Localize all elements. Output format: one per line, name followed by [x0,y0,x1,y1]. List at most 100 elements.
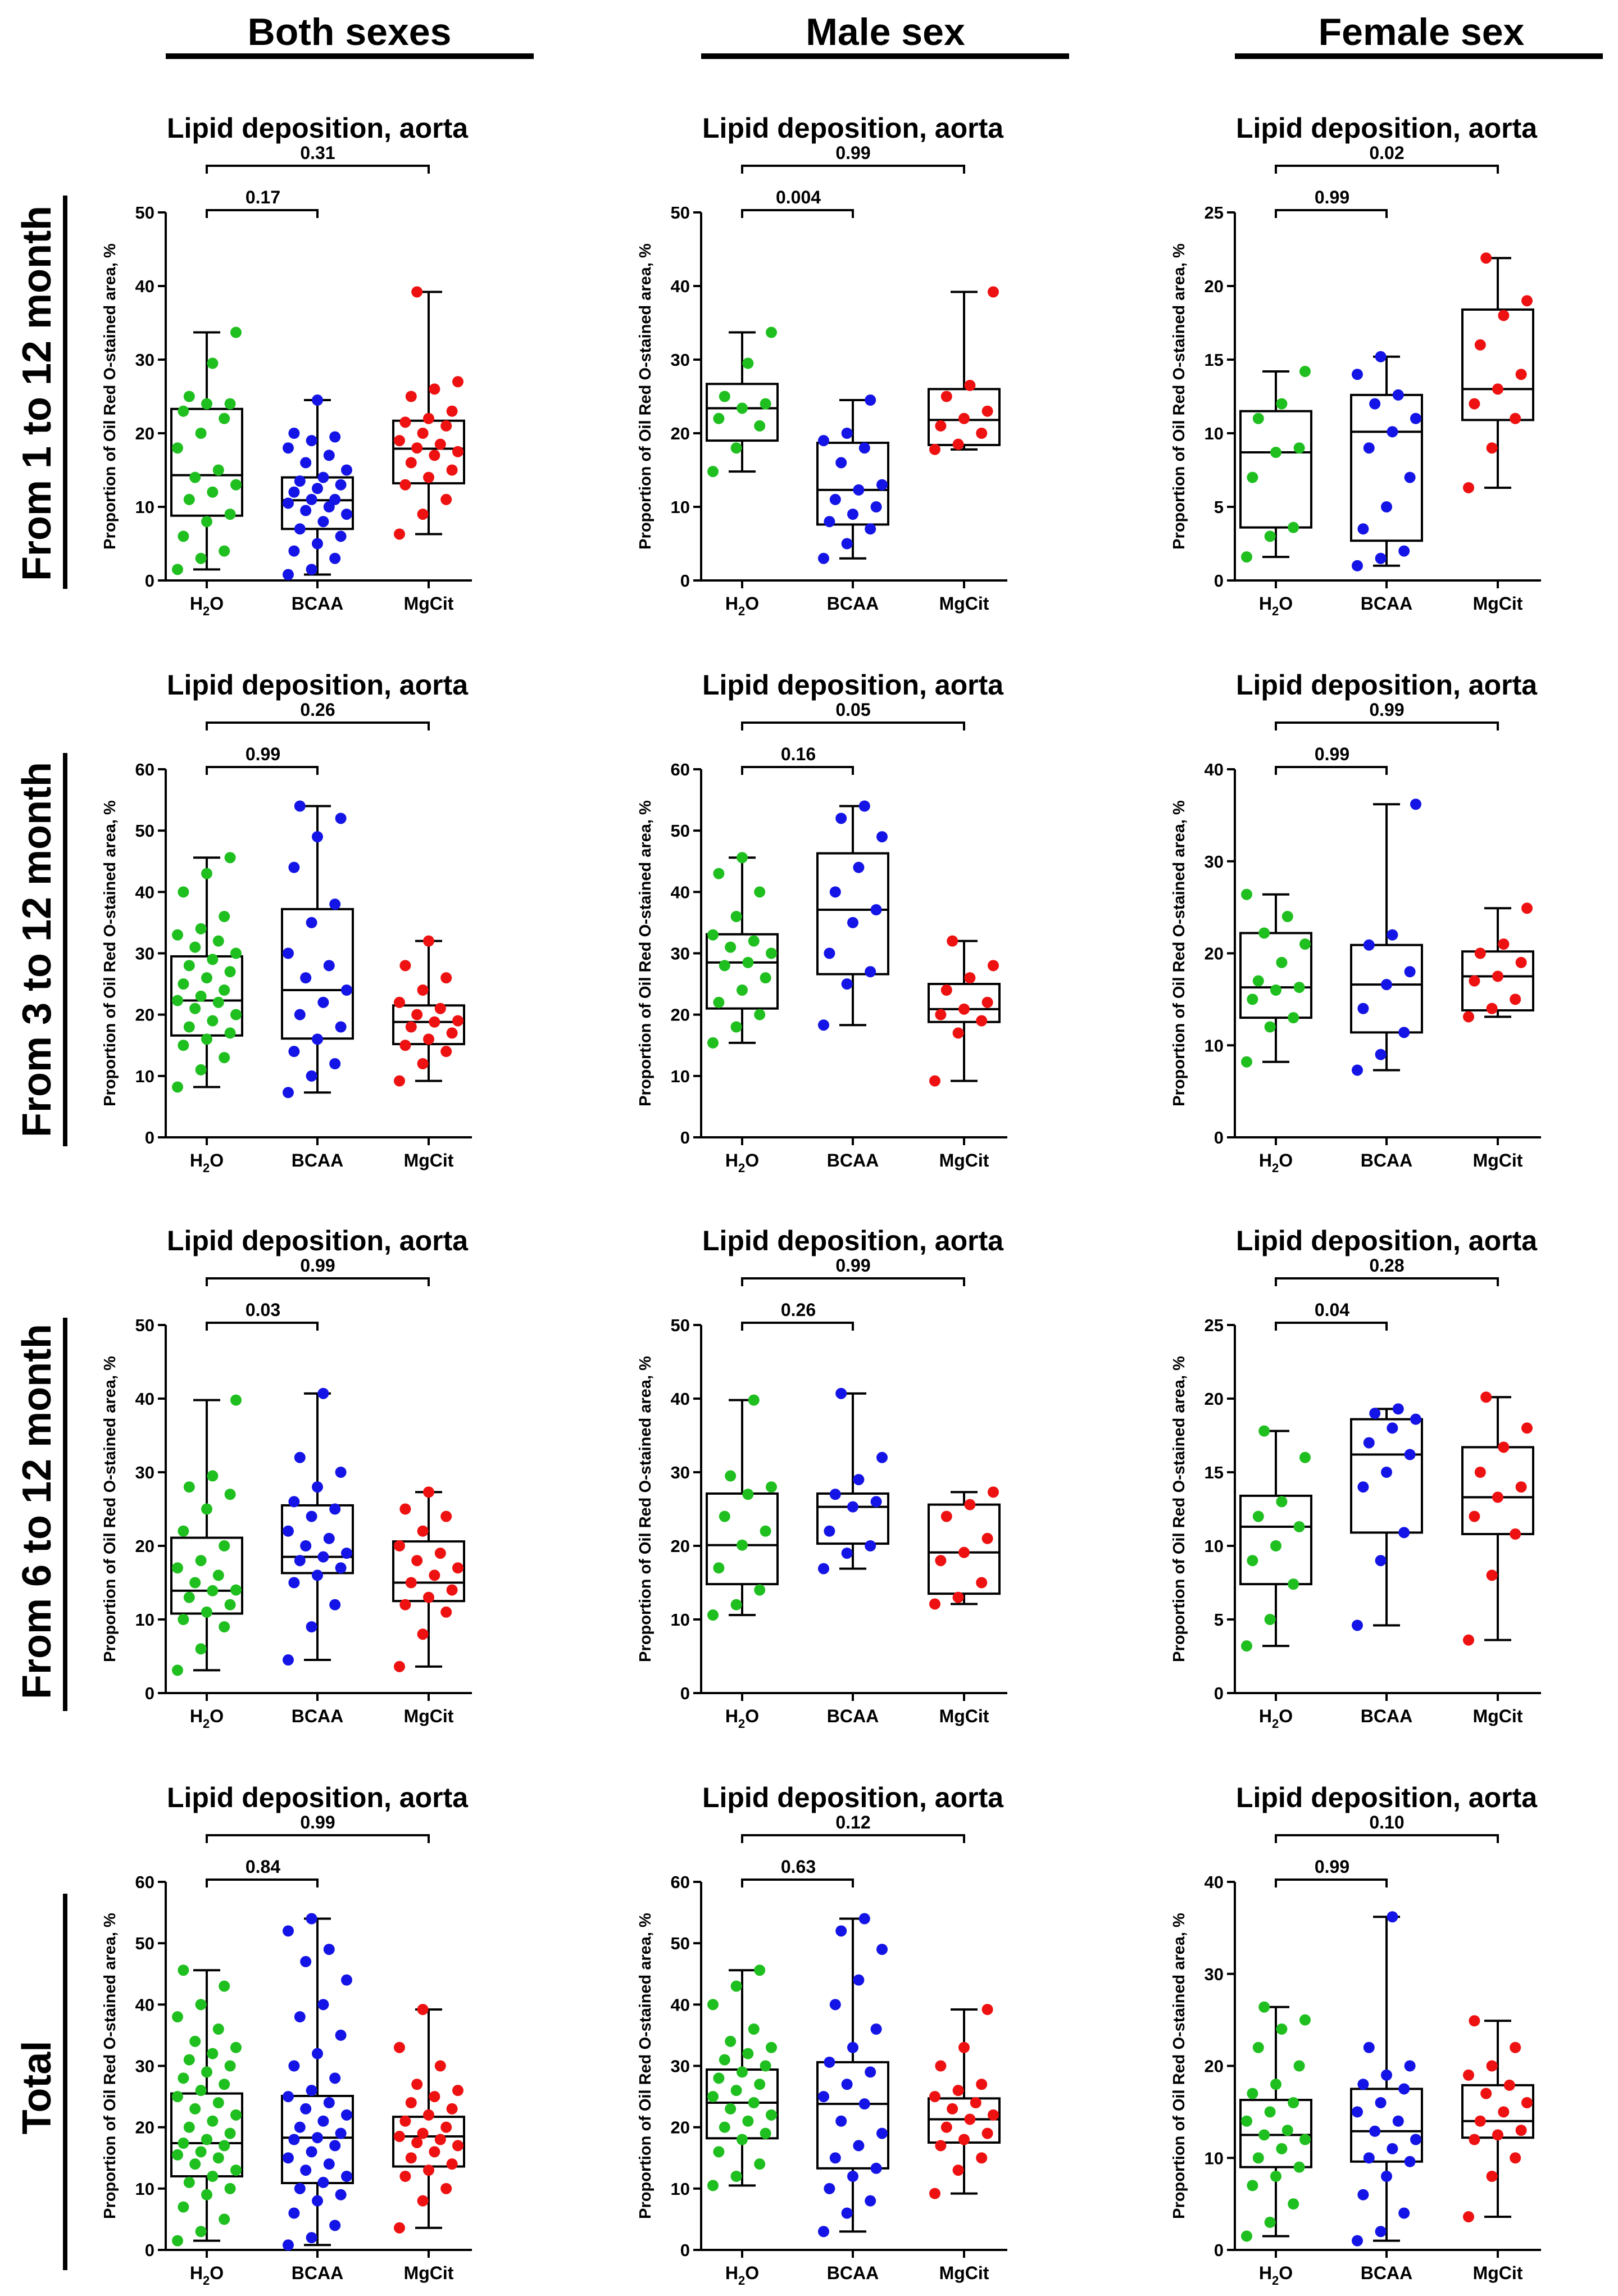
panel-2-2: Lipid deposition, aorta Proportion of Oil… [637,669,1007,1175]
data-point-bcaa [283,442,294,454]
data-point-bcaa [853,1974,865,1986]
data-point-h2o [172,2091,183,2103]
data-point-h2o [195,1999,207,2011]
data-point-h2o [219,545,230,557]
data-point-h2o [1258,2129,1270,2141]
y-tick-label: 30 [1205,852,1224,872]
data-point-h2o [725,1470,737,1482]
data-point-bcaa [317,1551,329,1563]
data-point-h2o [730,442,742,454]
data-point-h2o [201,972,212,984]
data-point-mgcit [929,1598,940,1610]
data-point-mgcit [434,438,446,450]
data-point-bcaa [818,552,829,564]
x-tick-label-bcaa: BCAA [1361,593,1412,614]
data-point-bcaa [824,2056,835,2068]
box-iqr [706,383,779,442]
data-point-mgcit [417,1628,429,1640]
data-point-mgcit [1474,947,1486,959]
data-point-mgcit [446,464,458,476]
data-point-bcaa [1352,369,1363,380]
data-point-h2o [1299,2134,1311,2145]
y-tick-label: 30 [671,944,690,964]
data-point-bcaa [323,1944,335,1955]
data-point-h2o [748,1394,760,1406]
data-point-mgcit [958,1546,970,1558]
data-point-mgcit [399,960,411,972]
data-point-bcaa [1392,2115,1404,2127]
data-point-mgcit [423,1033,434,1045]
y-axis-label: Proportion of Oil Red O-stained area, % [1170,800,1188,1106]
data-point-mgcit [1469,2015,1480,2027]
data-point-h2o [230,326,242,338]
data-point-mgcit [981,2004,993,2016]
data-point-mgcit [1469,975,1480,987]
box-iqr [1461,950,1534,1012]
panel-3-1: Lipid deposition, aorta Proportion of Oil… [101,1225,472,1731]
data-point-mgcit [988,1486,999,1498]
data-point-bcaa [853,2140,865,2152]
data-point-mgcit [952,438,964,450]
data-point-h2o [195,1643,207,1655]
y-tick-label: 15 [1205,350,1224,370]
data-point-mgcit [935,2140,947,2152]
data-point-h2o [172,929,183,941]
data-point-bcaa [1357,1002,1369,1014]
data-point-h2o [172,995,183,1006]
data-point-bcaa [1357,523,1369,535]
box-iqr [928,1503,1001,1595]
data-point-bcaa [1375,351,1387,362]
data-point-bcaa [312,2132,323,2144]
row-title-bar [63,753,67,1146]
box-iqr [1350,393,1423,542]
data-point-h2o [219,1980,230,1992]
panel-title: Lipid deposition, aorta [1236,1782,1538,1813]
data-point-mgcit [452,2140,463,2152]
data-point-h2o [224,966,236,978]
data-point-mgcit [394,435,405,447]
p-value-label: 0.02 [1369,143,1404,163]
data-point-h2o [730,1021,742,1033]
data-point-h2o [1252,412,1264,424]
data-point-h2o [201,868,212,879]
data-point-bcaa [306,2085,317,2097]
data-point-h2o [178,886,189,898]
significance-bracket [1275,165,1499,174]
data-point-h2o [172,564,183,575]
data-point-mgcit [423,471,434,483]
data-point-bcaa [876,479,888,491]
p-value-label: 0.28 [1369,1255,1404,1276]
data-point-h2o [754,1009,766,1020]
x-tick-label-mgcit: MgCit [404,593,454,614]
y-tick-label: 50 [135,203,154,223]
data-point-bcaa [835,1925,847,1937]
data-point-h2o [1299,1451,1311,1463]
data-point-bcaa [829,1489,841,1500]
data-point-mgcit [981,2127,993,2139]
y-tick-label: 40 [671,276,690,296]
data-point-h2o [707,1609,719,1621]
y-tick-label: 10 [1205,1036,1224,1055]
data-point-h2o [230,1009,242,1020]
data-point-mgcit [1498,938,1510,950]
data-point-h2o [172,2235,183,2247]
data-point-bcaa [876,831,888,843]
data-point-h2o [195,2085,207,2097]
row-title-bar [63,1318,67,1711]
data-point-mgcit [958,1003,970,1015]
panel-3-3: Lipid deposition, aorta Proportion of Oil… [1170,1225,1541,1731]
data-point-bcaa [847,509,858,520]
data-point-h2o [1247,2180,1258,2191]
data-point-h2o [725,2035,737,2047]
data-point-h2o [1241,2115,1252,2127]
data-point-h2o [1258,1425,1270,1437]
data-point-bcaa [1387,929,1398,941]
y-tick-label: 0 [1214,1684,1224,1703]
data-point-bcaa [818,1019,829,1031]
data-point-mgcit [399,1599,411,1610]
data-point-bcaa [1363,1437,1375,1449]
data-point-bcaa [306,2232,317,2244]
y-tick-label: 20 [671,424,690,443]
data-point-h2o [1276,2143,1288,2154]
data-point-bcaa [1387,2143,1398,2154]
